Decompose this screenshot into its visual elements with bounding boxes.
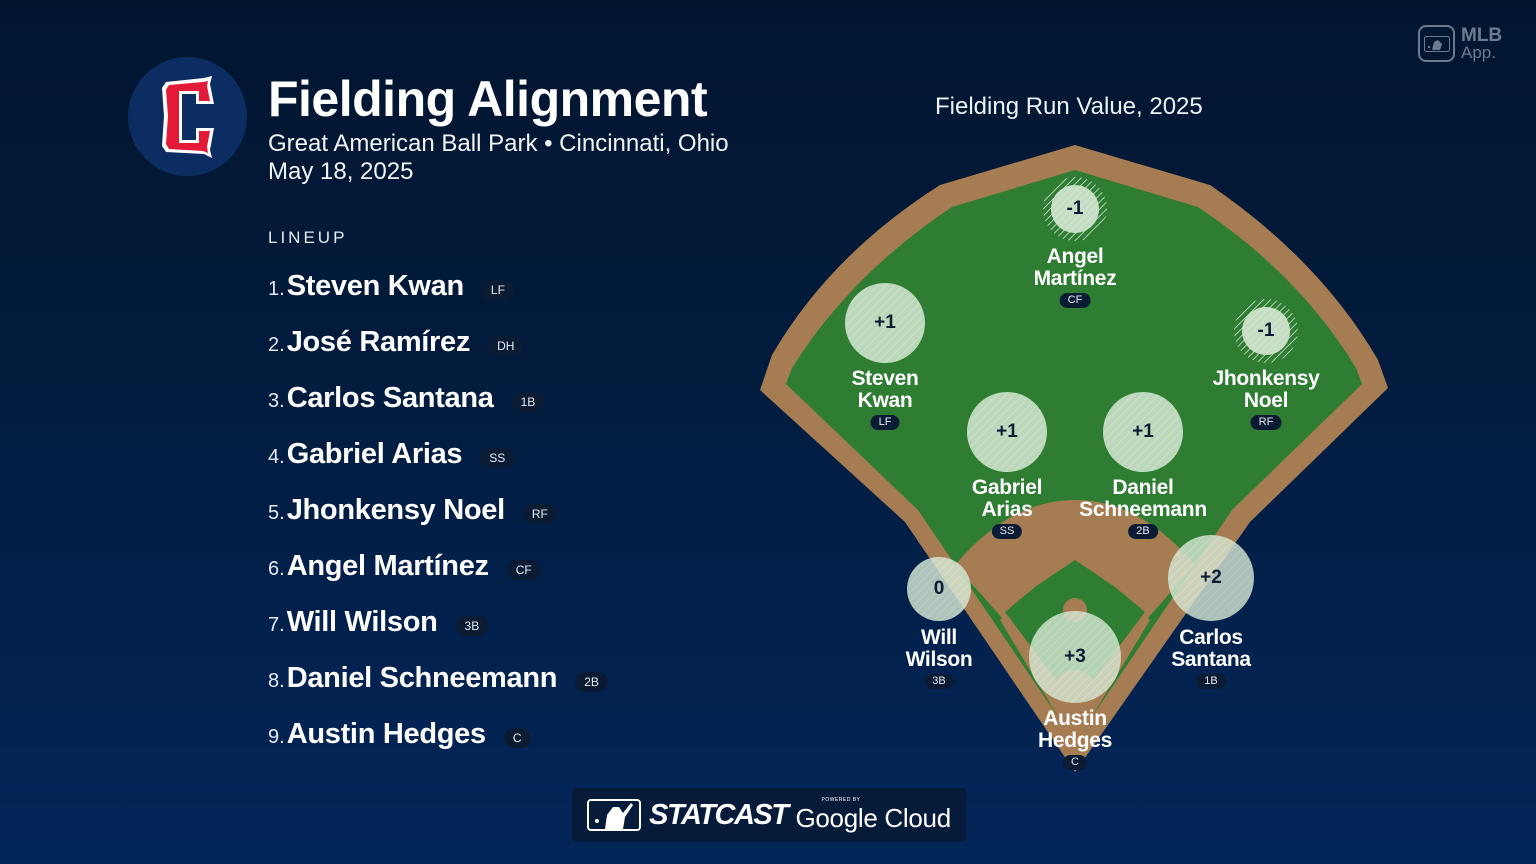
frv-value-2b: +1 bbox=[1132, 421, 1154, 442]
fielder-rf: Jhonkensy Noel RF bbox=[1212, 367, 1320, 430]
player-name: Jhonkensy Noel bbox=[286, 493, 506, 526]
position-badge: SS bbox=[991, 524, 1023, 539]
lineup-row: 9. Austin Hedges C bbox=[268, 706, 608, 762]
lineup-list: 1. Steven Kwan LF 2. José Ramírez DH 3. … bbox=[268, 258, 608, 762]
field-chart-title: Fielding Run Value, 2025 bbox=[935, 93, 1203, 120]
player-name: Daniel Schneemann bbox=[286, 661, 558, 694]
fielder-2b: Daniel Schneemann 2B bbox=[1079, 476, 1207, 539]
fielder-ss: Gabriel Arias SS bbox=[971, 476, 1043, 539]
lineup-row: 5. Jhonkensy Noel RF bbox=[268, 482, 608, 538]
lineup-row: 3. Carlos Santana 1B bbox=[268, 370, 608, 426]
position-badge: C bbox=[503, 728, 531, 748]
guardians-c-logo-icon bbox=[161, 75, 214, 158]
player-name: Carlos Santana bbox=[286, 381, 494, 414]
lineup-heading: LINEUP bbox=[268, 228, 348, 247]
outfield-grass bbox=[786, 170, 1362, 742]
frv-value-3b: 0 bbox=[933, 578, 945, 599]
position-badge: 2B bbox=[1128, 524, 1158, 539]
position-badge: SS bbox=[480, 448, 515, 468]
player-name: Angel Martínez bbox=[286, 549, 489, 582]
batting-order: 7. bbox=[268, 613, 285, 636]
frv-bubble-c bbox=[1029, 611, 1121, 703]
position-badge: 3B bbox=[924, 674, 954, 689]
position-badge: RF bbox=[1250, 415, 1282, 430]
venue-line: Great American Ball Park • Cincinnati, O… bbox=[268, 130, 729, 157]
lineup-row: 6. Angel Martínez CF bbox=[268, 538, 608, 594]
batting-order: 3. bbox=[268, 389, 285, 412]
position-badge: 3B bbox=[455, 616, 489, 636]
position-badge: C bbox=[1063, 755, 1087, 770]
page-title: Fielding Alignment bbox=[268, 71, 708, 127]
position-badge: CF bbox=[506, 560, 541, 580]
batting-order: 4. bbox=[268, 445, 285, 468]
batting-order: 2. bbox=[268, 333, 285, 356]
player-name: Gabriel Arias bbox=[286, 437, 463, 470]
team-logo bbox=[128, 57, 247, 176]
frv-value-c: +3 bbox=[1064, 646, 1086, 667]
position-badge: LF bbox=[870, 415, 900, 430]
frv-value-ss: +1 bbox=[996, 421, 1018, 442]
lineup-row: 2. José Ramírez DH bbox=[268, 314, 608, 370]
mlb-logo-icon bbox=[1418, 25, 1455, 62]
frv-value-cf: -1 bbox=[1066, 198, 1084, 219]
frv-value-rf: -1 bbox=[1257, 320, 1275, 341]
batting-order: 6. bbox=[268, 557, 285, 580]
statcast-wordmark: STATCAST bbox=[649, 798, 789, 831]
lineup-row: 7. Will Wilson 3B bbox=[268, 594, 608, 650]
lineup-row: 1. Steven Kwan LF bbox=[268, 258, 608, 314]
lineup-row: 8. Daniel Schneemann 2B bbox=[268, 650, 608, 706]
batting-order: 9. bbox=[268, 725, 285, 748]
fielder-lf: Steven Kwan LF bbox=[851, 367, 919, 430]
frv-bubble-ss bbox=[967, 392, 1047, 472]
position-badge: 1B bbox=[1196, 674, 1226, 689]
frv-bubble-lf bbox=[845, 283, 925, 363]
batting-order: 8. bbox=[268, 669, 285, 692]
player-name: Steven Kwan bbox=[286, 269, 465, 302]
game-date: May 18, 2025 bbox=[268, 158, 414, 185]
powered-by-google-cloud: POWERED BY Google Cloud bbox=[795, 796, 951, 833]
frv-value-1b: +2 bbox=[1200, 567, 1222, 588]
frv-bubble-2b bbox=[1103, 392, 1183, 472]
position-badge: LF bbox=[481, 280, 514, 300]
position-badge: 1B bbox=[511, 392, 545, 412]
player-name: Will Wilson bbox=[286, 605, 438, 638]
position-badge: RF bbox=[522, 504, 557, 524]
statcast-google-cloud-badge: STATCAST POWERED BY Google Cloud bbox=[572, 788, 966, 842]
fielder-cf: Angel Martínez CF bbox=[1033, 245, 1117, 308]
lineup-row: 4. Gabriel Arias SS bbox=[268, 426, 608, 482]
mlb-app-text: MLB App. bbox=[1461, 24, 1503, 62]
mlb-app-logo: MLB App. bbox=[1418, 25, 1502, 62]
frv-bubble-3b bbox=[907, 557, 971, 621]
player-name: Austin Hedges bbox=[286, 717, 486, 750]
batting-order: 1. bbox=[268, 277, 285, 300]
game-info: Great American Ball Park • Cincinnati, O… bbox=[268, 130, 729, 186]
frv-value-lf: +1 bbox=[874, 312, 896, 333]
position-badge: 2B bbox=[575, 672, 608, 692]
position-badge: CF bbox=[1059, 293, 1091, 308]
fielder-3b: Will Wilson 3B bbox=[905, 626, 973, 689]
player-name: José Ramírez bbox=[286, 325, 471, 358]
frv-bubble-1b bbox=[1168, 535, 1254, 621]
batting-order: 5. bbox=[268, 501, 285, 524]
fielder-c: Austin Hedges C bbox=[1037, 707, 1113, 770]
fielder-1b: Carlos Santana 1B bbox=[1171, 626, 1251, 689]
position-badge: DH bbox=[488, 336, 524, 356]
mlb-logo-icon bbox=[587, 799, 642, 831]
